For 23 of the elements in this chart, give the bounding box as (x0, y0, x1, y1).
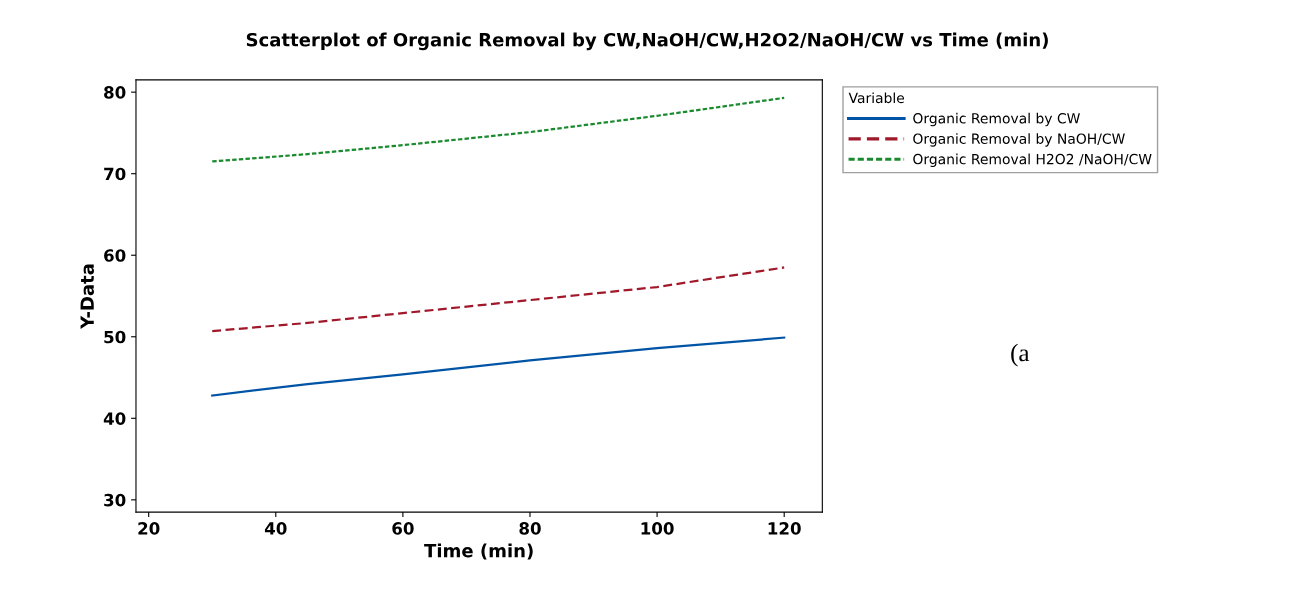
line-series (211, 266, 786, 333)
y-tick-label: 50 (104, 330, 126, 344)
x-tick-label: 80 (519, 522, 541, 535)
y-tick-label: 70 (104, 167, 126, 181)
x-tick-label: 100 (641, 522, 674, 535)
y-tick-label: 40 (103, 412, 126, 425)
y-tick-label: 30 (104, 493, 126, 507)
chart-title: Scatterplot of Organic Removal by CW,NaOH/CW,H2O2/NaOH/CW vs Time (min) (246, 32, 1048, 51)
x-tick-label: 20 (138, 522, 160, 535)
y-axis-title: Y-Data (80, 264, 95, 330)
x-tick-label: 60 (392, 522, 414, 535)
y-tick-label: 80 (104, 86, 126, 99)
legend-label: Organic Removal by CW (913, 112, 1080, 127)
x-axis-title: Time (min) (424, 543, 533, 560)
text: (a (1011, 343, 1030, 367)
line-series (211, 336, 786, 397)
legend-title: Variable (848, 92, 905, 104)
line-series (211, 96, 786, 163)
legend-label: Organic Removal by NaOH/CW (913, 133, 1125, 147)
x-tick-label: 120 (768, 522, 801, 535)
x-tick-label: 40 (264, 522, 287, 535)
legend-label: Organic Removal H2O2 /NaOH/CW (913, 153, 1152, 168)
y-tick-label: 60 (104, 249, 126, 262)
